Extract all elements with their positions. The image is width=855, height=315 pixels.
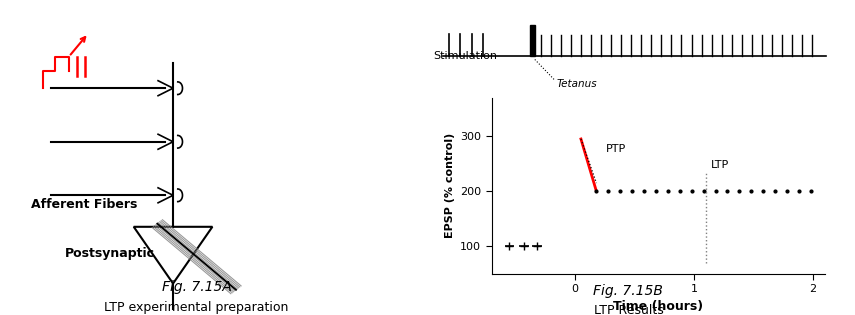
Text: Stimulation: Stimulation — [433, 51, 498, 61]
X-axis label: Time (hours): Time (hours) — [613, 300, 704, 313]
Text: Afferent Fibers: Afferent Fibers — [32, 198, 138, 211]
Text: LTP experimental preparation: LTP experimental preparation — [104, 301, 289, 314]
Text: LTP: LTP — [711, 160, 729, 170]
Text: Tetanus: Tetanus — [557, 79, 598, 89]
Text: Fig. 7.15A: Fig. 7.15A — [162, 280, 232, 294]
Bar — [529, 25, 535, 56]
Text: Fig. 7.15B: Fig. 7.15B — [593, 284, 663, 298]
Text: LTP Results: LTP Results — [593, 304, 663, 315]
Text: PTP: PTP — [606, 144, 626, 154]
Text: Postsynaptic: Postsynaptic — [65, 247, 155, 260]
Y-axis label: EPSP (% control): EPSP (% control) — [445, 133, 455, 238]
